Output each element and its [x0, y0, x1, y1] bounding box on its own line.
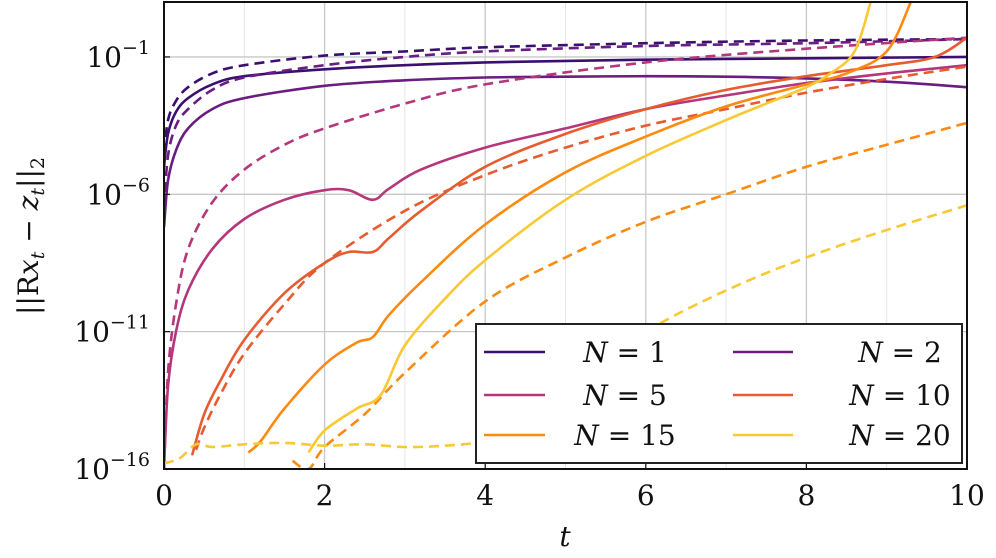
- y-axis-ticks: 10−1 10−6 10−11 10−16: [74, 37, 170, 486]
- y-tick-label: 10−6: [86, 174, 150, 211]
- series-N5-dashed: [164, 36, 967, 469]
- svg-text:||Rxt − zt||2: ||Rxt − zt||2: [12, 157, 49, 315]
- data-series: [164, 2, 967, 469]
- series-N1-solid: [164, 55, 967, 167]
- legend-label: N = 5: [582, 379, 667, 412]
- plot-frame: [163, 1, 968, 470]
- legend-label: N = 1: [582, 336, 667, 369]
- series-N10-dashed: [194, 65, 967, 451]
- legend-label: N = 10: [848, 379, 950, 412]
- y-axis-label: ||Rxt − zt||2: [12, 157, 49, 315]
- series-N15-dashed: [291, 121, 967, 469]
- legend-label: N = 15: [573, 419, 675, 452]
- series-N10-solid: [190, 36, 967, 456]
- x-tick-label: 2: [316, 479, 334, 512]
- x-axis-label: t: [559, 520, 571, 553]
- y-tick-label: 10−16: [74, 449, 150, 486]
- x-axis-ticks: 0 2 4 6 8 10: [155, 463, 985, 512]
- series-N20-solid: [307, 2, 872, 454]
- series-N20-dashed: [164, 204, 967, 465]
- legend-entry-N5: N = 5: [484, 379, 667, 412]
- legend-entry-N1: N = 1: [484, 336, 667, 369]
- x-tick-label: 8: [797, 479, 815, 512]
- legend-box: [475, 323, 963, 464]
- x-tick-label: 0: [155, 479, 173, 512]
- legend-entry-N10: N = 10: [733, 379, 951, 412]
- x-tick-label: 4: [476, 479, 494, 512]
- legend-entry-N20: N = 20: [733, 419, 951, 452]
- legend: N = 1 N = 2 N = 5 N = 10 N = 15 N = 20: [475, 323, 963, 464]
- series-N1-dashed: [164, 37, 967, 154]
- x-tick-label: 10: [949, 479, 985, 512]
- legend-entry-N2: N = 2: [733, 336, 942, 369]
- legend-label: N = 2: [857, 336, 942, 369]
- x-tick-label: 6: [637, 479, 655, 512]
- series-N2-dashed: [164, 37, 967, 209]
- y-tick-label: 10−1: [86, 37, 150, 74]
- y-tick-label: 10−11: [74, 312, 150, 349]
- legend-label: N = 20: [848, 419, 950, 452]
- svg-text:t: t: [559, 520, 571, 553]
- series-N5-solid: [164, 63, 967, 469]
- legend-entry-N15: N = 15: [484, 419, 676, 452]
